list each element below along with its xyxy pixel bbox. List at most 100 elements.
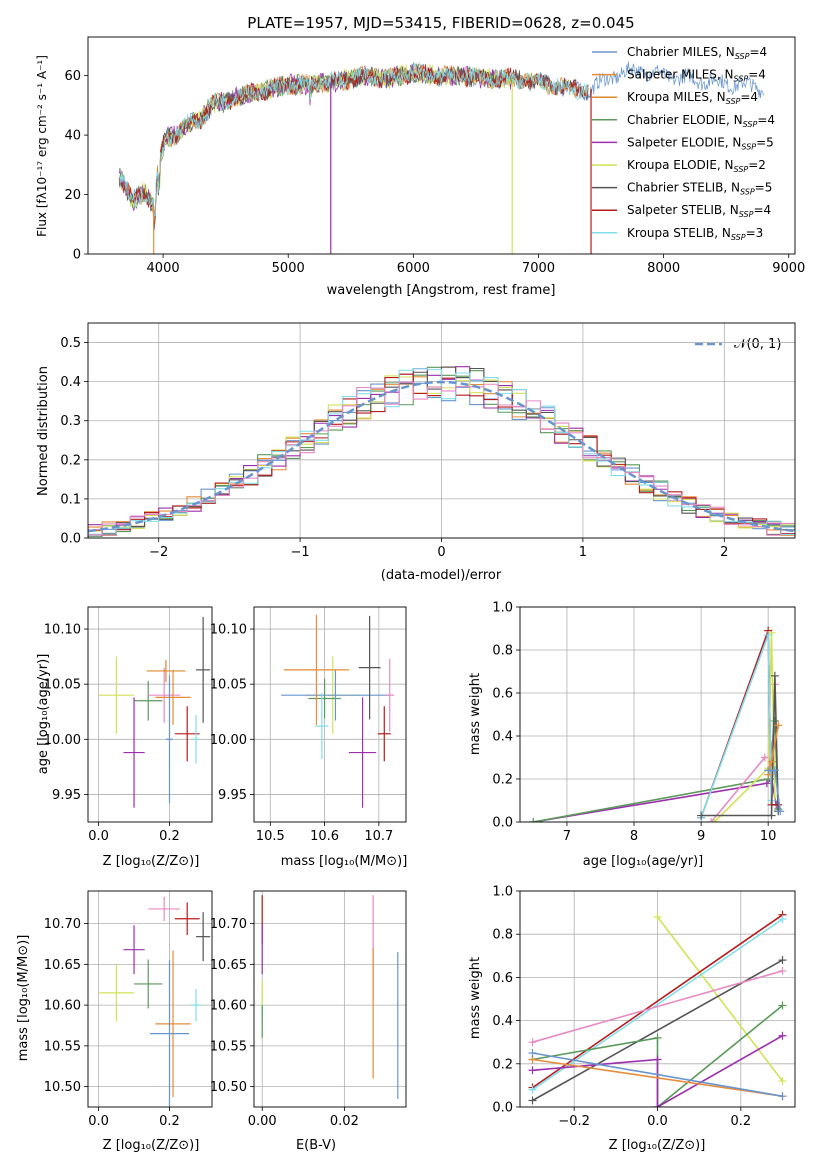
x-tick-label: 10.5 [256, 829, 285, 844]
weight-lines [529, 626, 785, 822]
y-tick-label: 0.3 [60, 414, 81, 429]
y-tick-label: 0.1 [60, 492, 81, 507]
weight-marker [767, 811, 776, 820]
y-tick-label: 10.55 [210, 1039, 247, 1054]
y-tick-label: 10.70 [44, 917, 81, 932]
y-tick-label: 20 [64, 188, 81, 203]
spectrum-legend: Chabrier MILES, NSSP=4 Salpeter MILES, NS… [592, 45, 775, 242]
legend-entry-label: Chabrier STELIB, NSSP=5 [627, 181, 772, 197]
mwz-xlabel: Z [log₁₀(Z/Z⊙)] [609, 1138, 706, 1153]
weight-series-line [532, 1058, 783, 1097]
y-tick-label: 10.00 [44, 733, 81, 748]
x-tick-label: 1 [579, 545, 587, 560]
legend-entry-label: Kroupa ELODIE, NSSP=2 [627, 158, 766, 174]
gaussian-curve [88, 380, 795, 533]
y-tick-label: 0.4 [492, 1014, 513, 1029]
legend-subscript: SSP [743, 120, 758, 129]
x-tick-label: 0.00 [248, 1114, 277, 1129]
weight-series-line [532, 918, 783, 1091]
y-tick-label: 0.0 [60, 532, 81, 547]
weight-marker [770, 671, 779, 680]
legend-subscript: SSP [740, 188, 755, 197]
weight-series-line [532, 970, 783, 1043]
legend-subscript: SSP [739, 210, 754, 219]
weight-series-line [532, 914, 783, 1089]
legend-count: =4 [753, 203, 771, 217]
legend-count: =4 [749, 45, 767, 59]
x-tick-label: 9000 [772, 261, 805, 276]
weight-marker [528, 1066, 537, 1075]
panel-2-frame [87, 606, 213, 823]
x-tick-label: 5000 [272, 261, 305, 276]
histogram-step [88, 381, 795, 538]
x-tick-label: 0.2 [730, 1114, 751, 1129]
errorbar-group [98, 616, 211, 808]
x-tick-label: 0 [437, 545, 445, 560]
weight-marker [778, 956, 787, 965]
x-tick-label: 0.0 [647, 1114, 668, 1129]
legend-entry-label: Chabrier MILES, NSSP=4 [627, 45, 767, 61]
legend-count: =2 [748, 158, 766, 172]
legend-count: =4 [740, 90, 758, 104]
panel-1-frame [87, 322, 796, 539]
weight-series-line [532, 1052, 783, 1097]
weight-marker [528, 1096, 537, 1105]
spectrum-lines [118, 61, 764, 254]
legend-entry-label: Kroupa MILES, NSSP=4 [627, 90, 758, 106]
y-tick-label: 0 [73, 248, 81, 263]
weight-marker [767, 757, 776, 766]
legend-entry-label: Salpeter ELODIE, NSSP=5 [627, 135, 774, 151]
y-tick-label: 10.10 [44, 623, 81, 638]
residual-ylabel: Normed distribution [36, 366, 51, 496]
weight-marker [770, 716, 779, 725]
mwz-ylabel: mass weight [468, 957, 483, 1039]
weight-marker [776, 807, 785, 816]
weight-marker [778, 1001, 787, 1010]
x-tick-label: 4000 [147, 261, 180, 276]
spectrum-ylabel: Flux [fλ10⁻¹⁷ erg cm⁻² s⁻¹ A⁻¹] [35, 55, 49, 237]
x-tick-label: 7000 [522, 261, 555, 276]
x-tick-label: 0.0 [88, 1114, 109, 1129]
massebv-xlabel: E(B-V) [296, 1138, 336, 1153]
weight-marker [778, 1077, 787, 1086]
massz-ylabel: mass [log₁₀(M/M⊙)] [16, 935, 31, 1062]
weight-marker [778, 1031, 787, 1040]
x-tick-label: 6000 [397, 261, 430, 276]
x-tick-label: 10.6 [310, 829, 339, 844]
y-tick-label: 0.4 [492, 730, 513, 745]
weight-marker [764, 630, 773, 639]
panel-3-frame [253, 606, 407, 823]
legend-count: =4 [757, 113, 775, 127]
x-tick-label: 0.2 [159, 829, 180, 844]
x-tick-label: 7 [563, 829, 571, 844]
panel-3-axes: 10.5 10.6 10.7 9.95 10.00 10.05 10.10 [210, 607, 406, 844]
y-tick-label: 10.60 [44, 999, 81, 1014]
y-tick-label: 10.50 [44, 1080, 81, 1095]
legend-entry-label: Kroupa STELIB, NSSP=3 [627, 226, 763, 242]
legend-count: =5 [755, 181, 773, 195]
x-tick-label: 10.7 [364, 829, 393, 844]
mwage-xlabel: age [log₁₀(age/yr)] [583, 854, 704, 869]
x-tick-label: 0.0 [88, 829, 109, 844]
legend-count: =3 [746, 226, 764, 240]
y-tick-label: 10.00 [210, 733, 247, 748]
x-tick-label: −1 [291, 545, 310, 560]
y-tick-label: 10.60 [210, 999, 247, 1014]
x-tick-label: 10 [760, 829, 777, 844]
weight-series-line [532, 1035, 783, 1107]
weight-marker [770, 766, 779, 775]
y-tick-label: 0.5 [60, 336, 81, 351]
weight-series-line [533, 777, 777, 822]
y-tick-label: 0.0 [492, 816, 513, 831]
x-tick-label: 0.2 [159, 1114, 180, 1129]
weight-marker [778, 1092, 787, 1101]
y-tick-label: 10.05 [210, 678, 247, 693]
legend-subscript: SSP [731, 233, 746, 242]
y-tick-label: 10.50 [210, 1080, 247, 1095]
legend-subscript: SSP [734, 165, 749, 174]
weight-marker [653, 912, 662, 921]
x-tick-label: 8 [630, 829, 638, 844]
y-tick-label: 0.4 [60, 375, 81, 390]
panel-5-frame [87, 890, 213, 1108]
